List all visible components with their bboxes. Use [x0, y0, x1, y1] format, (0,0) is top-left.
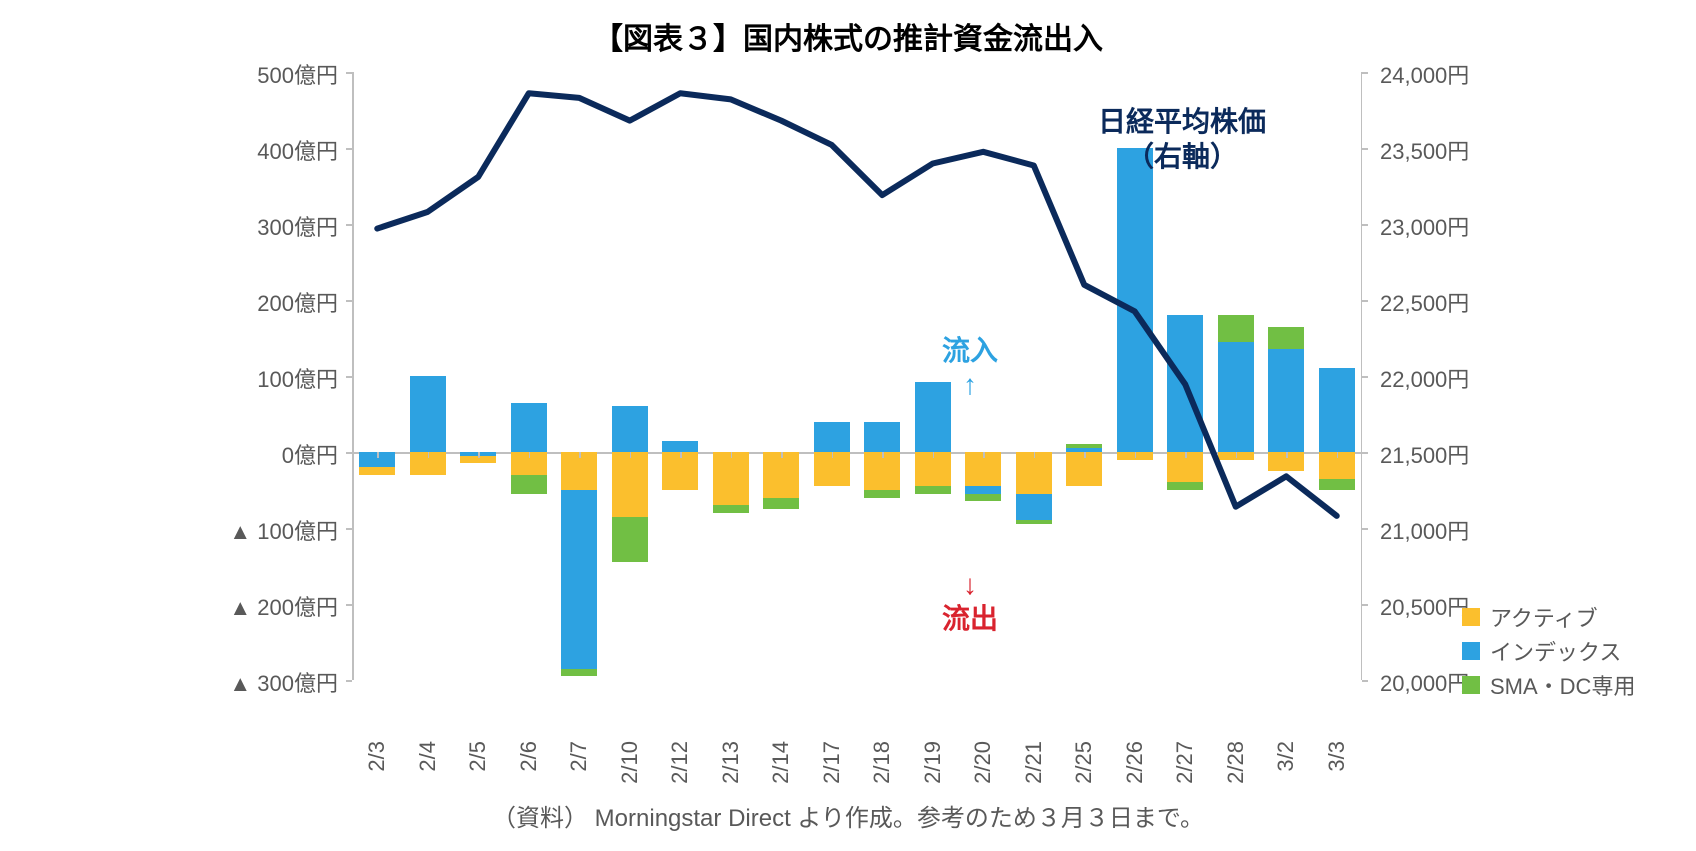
axis-line	[1362, 680, 1368, 682]
axis-line	[1362, 528, 1368, 530]
axis-line	[1362, 300, 1368, 302]
y-left-tick: 500億円	[158, 58, 338, 90]
axis-line	[346, 680, 352, 682]
y-left-tick: 100億円	[158, 362, 338, 394]
chart-footer: （資料） Morningstar Direct より作成。参考のため３月３日まで…	[0, 798, 1696, 833]
legend: アクティブインデックスSMA・DC専用	[1462, 600, 1635, 702]
axis-line	[1362, 604, 1368, 606]
annot-line: ↑	[910, 368, 1030, 402]
legend-label: アクティブ	[1490, 601, 1598, 633]
nikkei-label: 日経平均株価 （右軸）	[1062, 104, 1302, 174]
y-left-tick: 200億円	[158, 286, 338, 318]
legend-item: アクティブ	[1462, 600, 1635, 634]
legend-label: インデックス	[1490, 635, 1621, 667]
inflow-label: 流入↑	[910, 334, 1030, 401]
axis-line	[1362, 224, 1368, 226]
y-right-tick: 22,000円	[1380, 362, 1540, 394]
legend-swatch	[1462, 642, 1480, 660]
axis-line	[1362, 148, 1368, 150]
y-left-tick: 0億円	[158, 438, 338, 470]
y-left-tick: 400億円	[158, 134, 338, 166]
annot-line: 流出	[910, 602, 1030, 636]
y-right-tick: 21,000円	[1380, 514, 1540, 546]
y-right-tick: 21,500円	[1380, 438, 1540, 470]
annot-line: 流入	[910, 334, 1030, 368]
nikkei-label-1: 日経平均株価	[1098, 106, 1266, 137]
axis-line	[1362, 452, 1368, 454]
y-right-tick: 22,500円	[1380, 286, 1540, 318]
y-right-tick: 24,000円	[1380, 58, 1540, 90]
fund-flow-chart: 【図表３】国内株式の推計資金流出入 ▲ 300億円 ▲ 200億円 ▲ 100億円 0…	[0, 0, 1696, 851]
y-left-tick: ▲ 200億円	[158, 590, 338, 622]
nikkei-label-2: （右軸）	[1126, 141, 1238, 172]
y-left-tick: ▲ 100億円	[158, 514, 338, 546]
chart-title: 【図表３】国内株式の推計資金流出入	[0, 14, 1696, 58]
legend-item: SMA・DC専用	[1462, 668, 1635, 702]
legend-swatch	[1462, 676, 1480, 694]
legend-item: インデックス	[1462, 634, 1635, 668]
axis-line	[1362, 72, 1368, 74]
y-right-tick: 23,500円	[1380, 134, 1540, 166]
legend-swatch	[1462, 608, 1480, 626]
y-left-tick: 300億円	[158, 210, 338, 242]
y-right-tick: 23,000円	[1380, 210, 1540, 242]
y-left-tick: ▲ 300億円	[158, 666, 338, 698]
annot-line: ↓	[910, 568, 1030, 602]
outflow-label: ↓流出	[910, 568, 1030, 635]
legend-label: SMA・DC専用	[1490, 669, 1635, 701]
axis-line	[1362, 376, 1368, 378]
